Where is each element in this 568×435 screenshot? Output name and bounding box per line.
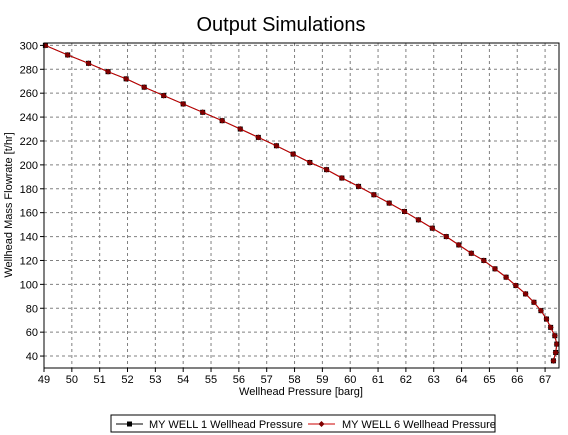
data-point xyxy=(491,265,498,272)
plot-area xyxy=(42,42,560,369)
y-tick-label: 140 xyxy=(20,232,38,244)
plot-background xyxy=(44,43,559,368)
x-tick-label: 66 xyxy=(511,374,523,386)
data-point xyxy=(552,349,559,356)
x-axis-label: Wellhead Pressure [barg] xyxy=(239,386,363,398)
x-tick-label: 52 xyxy=(121,374,133,386)
x-tick-label: 55 xyxy=(205,374,217,386)
y-tick-label: 100 xyxy=(20,279,38,291)
x-tick-label: 64 xyxy=(455,374,467,386)
legend-swatch-1-marker xyxy=(127,421,132,427)
data-point xyxy=(85,60,92,67)
legend-swatch-2-marker xyxy=(318,421,325,427)
data-point xyxy=(429,225,436,232)
x-tick-label: 53 xyxy=(149,374,161,386)
data-point xyxy=(141,84,148,91)
y-tick-label: 180 xyxy=(20,184,38,196)
x-tick-label: 60 xyxy=(344,374,356,386)
y-tick-label: 80 xyxy=(26,303,38,315)
data-point xyxy=(551,332,558,339)
data-point xyxy=(370,191,377,198)
data-point xyxy=(160,92,167,99)
data-point xyxy=(543,316,550,323)
data-point xyxy=(355,183,362,190)
data-point xyxy=(219,117,226,124)
data-point xyxy=(323,166,330,173)
plot-frame xyxy=(43,42,560,369)
y-tick-label: 120 xyxy=(20,255,38,267)
x-tick-label: 57 xyxy=(261,374,273,386)
data-point xyxy=(522,290,529,297)
legend-label-1: MY WELL 1 Wellhead Pressure xyxy=(149,419,303,431)
x-tick-label: 50 xyxy=(66,374,78,386)
data-point xyxy=(401,208,408,215)
data-point xyxy=(273,142,280,149)
x-tick-label: 62 xyxy=(400,374,412,386)
y-tick-label: 160 xyxy=(20,208,38,220)
data-point xyxy=(443,233,450,240)
data-point xyxy=(503,274,510,281)
y-axis-ticks: 40 60 80 100 120 140 160 180 200 220 240 260 280 300 xyxy=(20,40,44,363)
x-tick-label: 49 xyxy=(38,374,50,386)
x-tick-label: 63 xyxy=(428,374,440,386)
x-tick-label: 61 xyxy=(372,374,384,386)
data-point xyxy=(306,159,313,166)
data-point xyxy=(338,175,345,182)
legend-label-2: MY WELL 6 Wellhead Pressure xyxy=(342,419,496,431)
y-tick-label: 280 xyxy=(20,64,38,76)
x-tick-label: 67 xyxy=(539,374,551,386)
data-point xyxy=(547,324,554,331)
y-axis-label: Wellhead Mass Flowrate [t/hr] xyxy=(3,132,15,277)
data-point xyxy=(550,357,557,364)
x-tick-label: 58 xyxy=(288,374,300,386)
x-tick-label: 56 xyxy=(233,374,245,386)
y-tick-label: 300 xyxy=(20,40,38,52)
data-point xyxy=(105,68,112,75)
y-tick-label: 220 xyxy=(20,136,38,148)
y-tick-label: 200 xyxy=(20,160,38,172)
data-point xyxy=(255,134,262,141)
x-tick-label: 54 xyxy=(177,374,189,386)
data-point xyxy=(290,151,297,158)
data-point xyxy=(530,299,537,306)
y-tick-label: 260 xyxy=(20,88,38,100)
y-tick-label: 40 xyxy=(26,351,38,363)
data-point xyxy=(386,200,393,207)
x-tick-label: 65 xyxy=(483,374,495,386)
data-point xyxy=(237,126,244,133)
data-point xyxy=(180,100,187,107)
data-point xyxy=(480,257,487,264)
data-point xyxy=(468,250,475,257)
data-point xyxy=(64,51,71,58)
y-tick-label: 240 xyxy=(20,112,38,124)
data-point xyxy=(553,341,560,348)
legend: MY WELL 1 Wellhead Pressure MY WELL 6 We… xyxy=(110,414,496,433)
legend-box xyxy=(110,414,496,433)
data-point xyxy=(512,282,519,289)
x-tick-label: 51 xyxy=(94,374,106,386)
y-tick-label: 60 xyxy=(26,327,38,339)
grid-lines xyxy=(44,43,559,368)
data-point xyxy=(415,216,422,223)
data-point xyxy=(455,241,462,248)
x-tick-label: 59 xyxy=(316,374,328,386)
data-point xyxy=(537,307,544,314)
x-axis-ticks: 49 50 51 52 53 54 55 56 57 58 59 60 61 62 63 64 65 66 67 xyxy=(38,368,551,386)
data-point xyxy=(123,75,130,82)
data-point xyxy=(199,109,206,116)
chart-title: Output Simulations xyxy=(197,14,366,36)
